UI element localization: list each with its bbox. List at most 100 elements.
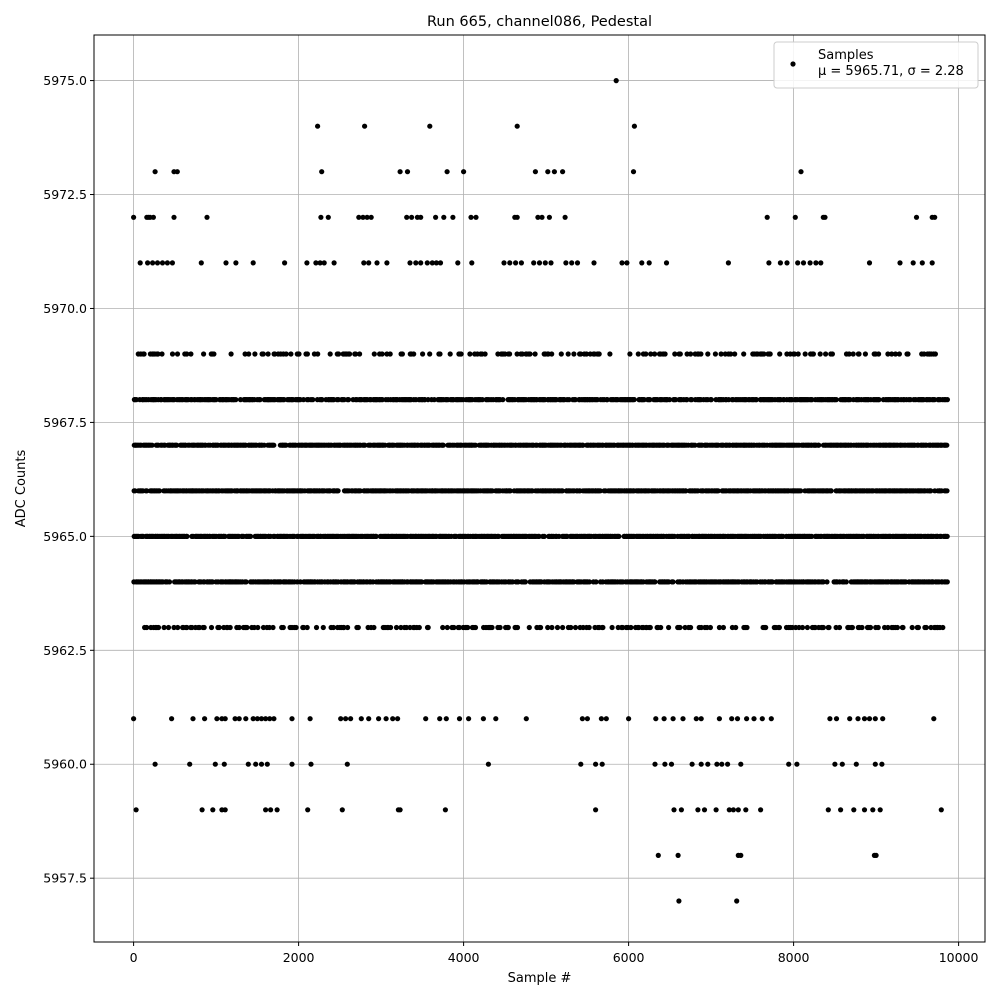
- sample-point: [184, 624, 190, 631]
- sample-point: [630, 169, 637, 175]
- sample-point: [154, 260, 161, 266]
- sample-point: [738, 852, 744, 859]
- sample-point: [266, 624, 272, 631]
- sample-point: [315, 351, 321, 357]
- sample-point: [274, 807, 280, 813]
- sample-point: [800, 260, 807, 266]
- sample-point: [725, 260, 732, 266]
- sample-point: [741, 351, 747, 357]
- sample-point: [701, 807, 708, 813]
- sample-point: [419, 579, 425, 585]
- sample-point: [427, 123, 433, 129]
- sample-point: [164, 260, 170, 266]
- sample-point: [668, 761, 675, 767]
- sample-point: [862, 351, 869, 357]
- sample-point: [289, 716, 295, 722]
- sample-point: [507, 351, 513, 357]
- sample-point: [466, 716, 472, 722]
- sample-point: [792, 214, 798, 220]
- sample-point: [818, 260, 824, 266]
- sample-point: [161, 624, 167, 631]
- sample-point: [152, 761, 158, 767]
- sample-point: [338, 716, 344, 722]
- sample-point: [631, 397, 637, 403]
- sample-point: [817, 351, 823, 357]
- sample-point: [609, 624, 615, 631]
- sample-point: [433, 214, 439, 220]
- sample-point: [836, 624, 843, 631]
- sample-points: [131, 78, 951, 904]
- sample-point: [507, 260, 513, 266]
- y-tick-label: 5972.5: [43, 187, 87, 202]
- sample-point: [847, 716, 853, 722]
- sample-point: [777, 260, 784, 266]
- sample-point: [705, 351, 711, 357]
- sample-point: [698, 624, 704, 631]
- sample-point: [442, 807, 448, 813]
- sample-point: [705, 761, 711, 767]
- sample-point: [213, 397, 219, 403]
- sample-point: [624, 260, 630, 266]
- sample-point: [896, 351, 903, 357]
- sample-point: [652, 579, 658, 585]
- sample-point: [346, 397, 352, 403]
- sample-point: [501, 260, 507, 266]
- sample-point: [198, 260, 204, 266]
- sample-point: [255, 624, 261, 631]
- sample-point: [425, 624, 431, 631]
- sample-point: [866, 716, 873, 722]
- sample-point: [889, 351, 895, 357]
- sample-point: [144, 624, 150, 631]
- sample-point: [493, 716, 499, 722]
- sample-point: [549, 351, 555, 357]
- sample-point: [159, 351, 165, 357]
- sample-point: [376, 716, 382, 722]
- y-axis-ticks: 5957.5 5960.0 5962.5 5965.0 5967.5 5970.0 5972…: [43, 73, 94, 886]
- sample-point: [245, 761, 251, 767]
- sample-point: [360, 214, 366, 220]
- sample-point: [600, 624, 606, 631]
- sample-point: [725, 761, 731, 767]
- sample-point: [593, 807, 599, 813]
- sample-point: [335, 488, 341, 494]
- sample-point: [174, 169, 180, 175]
- sample-point: [593, 761, 599, 767]
- sample-point: [242, 351, 248, 357]
- sample-point: [776, 624, 783, 631]
- sample-point: [258, 761, 265, 767]
- sample-point: [531, 260, 537, 266]
- sample-point: [482, 351, 488, 357]
- sample-point: [932, 214, 938, 220]
- sample-point: [137, 260, 143, 266]
- x-tick-label: 8000: [778, 950, 810, 965]
- sample-point: [759, 716, 765, 722]
- sample-point: [619, 260, 625, 266]
- sample-point: [923, 624, 929, 631]
- sample-point: [692, 442, 698, 448]
- sample-point: [145, 260, 151, 266]
- sample-point: [825, 807, 831, 813]
- sample-point: [416, 624, 422, 631]
- sample-point: [829, 351, 836, 357]
- sample-point: [319, 397, 325, 403]
- sample-point: [559, 488, 566, 494]
- sample-point: [712, 351, 719, 357]
- sample-point: [597, 488, 603, 494]
- sample-point: [433, 260, 439, 266]
- sample-point: [839, 761, 845, 767]
- sample-point: [662, 761, 668, 767]
- sample-point: [221, 761, 227, 767]
- sample-point: [444, 169, 450, 175]
- sample-point: [404, 214, 410, 220]
- sample-point: [327, 351, 333, 357]
- sample-point: [894, 624, 901, 631]
- sample-point: [437, 716, 443, 722]
- sample-point: [265, 351, 271, 357]
- sample-point: [423, 716, 429, 722]
- sample-point: [944, 442, 950, 448]
- sample-point: [523, 716, 529, 722]
- sample-point: [264, 761, 270, 767]
- sample-point: [440, 442, 446, 448]
- sample-point: [447, 351, 453, 357]
- sample-point: [362, 442, 368, 448]
